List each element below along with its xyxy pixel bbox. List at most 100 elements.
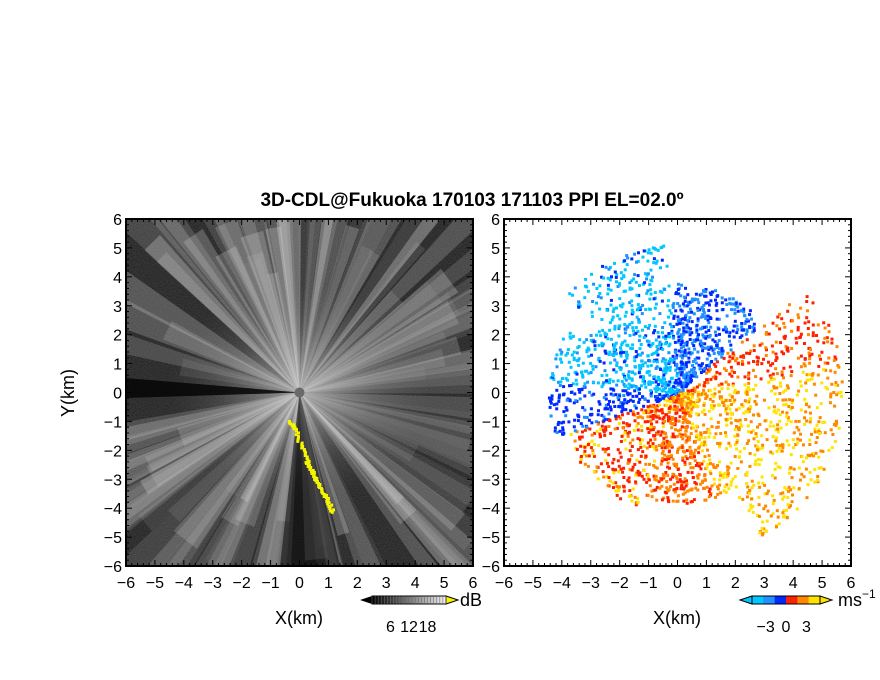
velocity-pixel [668, 322, 672, 326]
velocity-pixel [746, 385, 750, 389]
velocity-pixel [592, 392, 596, 396]
velocity-pixel [616, 489, 620, 493]
velocity-pixel [716, 487, 720, 491]
colorbar-tick-label: 18 [419, 619, 437, 636]
velocity-pixel [784, 398, 788, 402]
velocity-pixel [600, 424, 604, 428]
velocity-pixel [713, 387, 717, 391]
velocity-pixel [782, 513, 786, 517]
velocity-pixel [586, 380, 590, 384]
velocity-pixel [782, 403, 786, 407]
velocity-pixel [706, 462, 710, 466]
velocity-pixel [684, 362, 688, 366]
velocity-pixel [649, 415, 653, 419]
velocity-pixel [740, 328, 744, 332]
velocity-pixel [628, 430, 631, 434]
velocity-pixel [745, 495, 749, 499]
velocity-pixel [622, 485, 626, 489]
velocity-pixel [711, 338, 715, 342]
velocity-pixel [684, 455, 688, 459]
velocity-pixel [644, 334, 648, 338]
velocity-pixel [612, 457, 616, 461]
velocity-pixel [624, 327, 628, 331]
velocity-pixel [665, 486, 669, 490]
velocity-pixel [734, 485, 738, 489]
velocity-pixel [771, 350, 775, 354]
velocity-pixel [696, 335, 700, 339]
velocity-pixel [675, 411, 679, 415]
velocity-pixel [808, 361, 812, 365]
velocity-pixel [596, 422, 600, 426]
reflectivity-highlight-band [287, 420, 336, 514]
velocity-pixel [746, 424, 750, 428]
velocity-pixel [651, 417, 655, 421]
velocity-pixel [689, 379, 693, 382]
velocity-pixel [715, 294, 719, 298]
velocity-pixel [662, 382, 666, 385]
velocity-pixel [626, 393, 630, 397]
velocity-pixel [775, 443, 779, 447]
velocity-pixel [601, 328, 605, 332]
velocity-pixel [604, 351, 608, 355]
velocity-pixel [812, 454, 816, 458]
velocity-pixel [778, 419, 782, 423]
velocity-pixel [616, 314, 620, 318]
velocity-pixel [658, 378, 662, 382]
velocity-pixel [705, 485, 709, 489]
velocity-pixel [690, 426, 694, 430]
velocity-pixel [562, 420, 566, 424]
velocity-pixel [682, 499, 686, 503]
velocity-pixel [644, 454, 648, 458]
velocity-pixel [732, 302, 736, 306]
velocity-pixel [653, 306, 657, 310]
velocity-pixel [697, 333, 700, 337]
x-tick-label: −2 [233, 575, 251, 592]
velocity-pixel [776, 398, 780, 402]
velocity-pixel [769, 378, 773, 382]
velocity-pixel [762, 527, 766, 531]
velocity-pixel [778, 413, 782, 417]
velocity-pixel [769, 450, 773, 454]
velocity-pixel [729, 483, 733, 487]
velocity-pixel [683, 408, 686, 412]
velocity-pixel [671, 305, 675, 309]
velocity-pixel [646, 409, 650, 413]
velocity-pixel [641, 303, 645, 307]
velocity-pixel [672, 336, 676, 340]
velocity-pixel [772, 405, 776, 409]
velocity-pixel [772, 377, 776, 381]
reflectivity-x-label: X(km) [275, 608, 323, 628]
velocity-pixel [733, 398, 737, 402]
velocity-pixel [690, 368, 694, 372]
velocity-pixel [655, 420, 659, 424]
velocity-pixel [740, 325, 744, 329]
velocity-pixel [698, 464, 701, 468]
velocity-pixel [792, 486, 796, 490]
velocity-pixel [560, 350, 564, 354]
velocity-pixel [589, 361, 593, 365]
x-tick-label: 5 [818, 575, 827, 592]
y-tick-label: −3 [482, 472, 500, 489]
x-tick-label: −3 [204, 575, 222, 592]
highlight-pixel [289, 422, 293, 426]
highlight-pixel [305, 462, 309, 465]
velocity-pixel [639, 306, 643, 309]
velocity-pixel [704, 397, 708, 400]
velocity-pixel [779, 426, 783, 430]
velocity-pixel [617, 470, 621, 474]
velocity-pixel [625, 391, 629, 395]
velocity-pixel [658, 393, 662, 396]
velocity-pixel [638, 471, 642, 475]
velocity-pixel [664, 358, 668, 362]
velocity-pixel [765, 492, 769, 496]
velocity-pixel [731, 351, 735, 355]
velocity-pixel [656, 430, 660, 434]
velocity-pixel [730, 403, 733, 406]
velocity-pixel [680, 445, 684, 449]
velocity-pixel [689, 449, 693, 453]
velocity-pixel [771, 321, 775, 325]
velocity-pixel [573, 418, 577, 422]
velocity-pixel [667, 344, 671, 348]
velocity-pixel [840, 380, 844, 384]
velocity-pixel [724, 434, 728, 438]
